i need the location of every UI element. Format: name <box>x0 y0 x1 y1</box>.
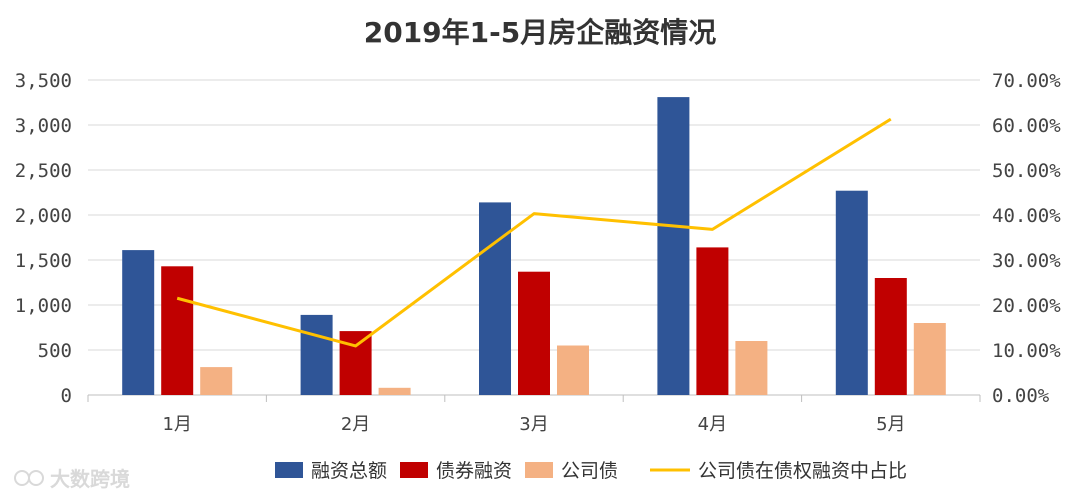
legend: 融资总额 债券融资 公司债 公司债在债权融资中占比 <box>275 460 907 482</box>
bar <box>300 314 333 395</box>
x-axis: 1月 2月 3月 4月 5月 <box>87 395 981 435</box>
bar <box>161 266 194 395</box>
x-tick-label: 4月 <box>698 414 727 435</box>
chart-title: 2019年1-5月房企融资情况 <box>364 16 717 49</box>
bar <box>913 323 946 395</box>
bar <box>518 271 550 395</box>
bar <box>735 341 768 395</box>
series-line <box>176 117 892 348</box>
y-left-tick-label: 1,000 <box>15 295 72 317</box>
y-right-tick-label: 70.00% <box>992 70 1061 92</box>
y-right-tick-label: 60.00% <box>992 115 1061 137</box>
legend-label: 公司债 <box>561 460 618 482</box>
legend-label: 公司债在债权融资中占比 <box>698 460 907 482</box>
y-right-tick-label: 0.00% <box>992 385 1050 407</box>
y-right-tick-label: 20.00% <box>992 295 1061 317</box>
x-tick-label: 5月 <box>876 414 905 435</box>
watermark: 大数跨境 <box>14 467 130 491</box>
y-left-tick-label: 3,500 <box>15 70 72 92</box>
legend-label: 债券融资 <box>436 460 512 482</box>
x-tick-label: 3月 <box>519 414 548 435</box>
bars <box>122 97 946 395</box>
legend-swatch <box>275 462 303 478</box>
bar <box>479 202 511 395</box>
y-left-tick-label: 0 <box>61 385 72 407</box>
legend-swatch <box>525 462 553 478</box>
legend-label: 融资总额 <box>311 460 387 482</box>
bar <box>696 247 729 395</box>
bar <box>874 278 907 395</box>
y-right-tick-label: 50.00% <box>992 160 1061 182</box>
bar <box>657 97 690 395</box>
y-right-tick-label: 30.00% <box>992 250 1061 272</box>
bar <box>378 387 411 395</box>
y-left-tick-label: 3,000 <box>15 115 72 137</box>
x-tick-label: 1月 <box>162 414 191 435</box>
bar <box>122 250 155 395</box>
y-right-tick-label: 10.00% <box>992 340 1061 362</box>
y-left-tick-label: 2,500 <box>15 160 72 182</box>
y-right-tick-label: 40.00% <box>992 205 1061 227</box>
ratio-line <box>176 117 892 348</box>
bar <box>557 345 589 395</box>
legend-swatch <box>400 462 428 478</box>
bar <box>200 367 233 395</box>
y-left-tick-label: 2,000 <box>15 205 72 227</box>
watermark-text: 大数跨境 <box>50 467 130 491</box>
bar <box>835 190 868 395</box>
x-tick-label: 2月 <box>341 414 370 435</box>
y-left-tick-label: 1,500 <box>15 250 72 272</box>
y-left-tick-label: 500 <box>38 340 72 362</box>
watermark-logo-icon <box>14 470 44 486</box>
y-axis-left: 0 500 1,000 1,500 2,000 2,500 3,000 3,500 <box>15 70 72 407</box>
y-axis-right: 0.00% 10.00% 20.00% 30.00% 40.00% 50.00% 60.00… <box>992 70 1061 407</box>
bar <box>339 331 372 395</box>
